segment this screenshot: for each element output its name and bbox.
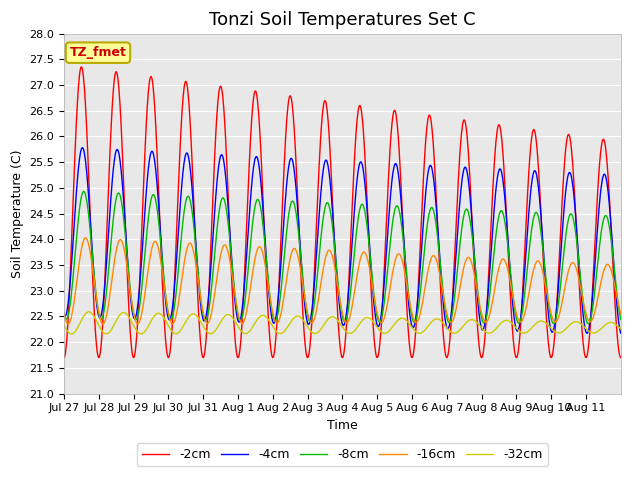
-2cm (122, 226, 129, 232)
-8cm (495, 213, 503, 219)
-32cm (122, 311, 130, 316)
Line: -2cm: -2cm (64, 67, 621, 358)
-8cm (399, 236, 407, 241)
-2cm (147, 73, 155, 79)
-4cm (554, 296, 561, 302)
-2cm (77, 64, 85, 70)
-16cm (400, 264, 408, 269)
Line: -32cm: -32cm (64, 312, 621, 334)
-4cm (399, 226, 407, 231)
-32cm (85, 309, 93, 315)
Text: TZ_fmet: TZ_fmet (70, 46, 127, 59)
Legend: -2cm, -4cm, -8cm, -16cm, -32cm: -2cm, -4cm, -8cm, -16cm, -32cm (137, 443, 548, 466)
-2cm (495, 122, 503, 128)
-4cm (60, 312, 68, 318)
-4cm (79, 145, 86, 151)
-8cm (554, 308, 561, 313)
-32cm (60, 322, 68, 328)
-8cm (617, 317, 625, 323)
-8cm (584, 321, 592, 327)
-4cm (583, 330, 591, 336)
-32cm (148, 317, 156, 323)
X-axis label: Time: Time (327, 419, 358, 432)
-2cm (617, 355, 625, 360)
-16cm (148, 247, 156, 252)
-4cm (553, 302, 561, 308)
-32cm (67, 331, 75, 337)
-16cm (60, 310, 68, 315)
-2cm (399, 228, 407, 233)
-16cm (617, 311, 625, 317)
-8cm (147, 197, 155, 203)
-32cm (495, 322, 503, 328)
-4cm (122, 224, 129, 230)
-32cm (554, 330, 561, 336)
-8cm (60, 311, 68, 316)
-2cm (553, 300, 561, 305)
-32cm (617, 326, 625, 332)
-16cm (122, 256, 130, 262)
-8cm (80, 189, 88, 194)
-4cm (495, 168, 503, 173)
Line: -4cm: -4cm (64, 148, 621, 333)
-8cm (122, 233, 129, 239)
-2cm (554, 291, 561, 297)
-16cm (495, 263, 503, 269)
-32cm (554, 330, 562, 336)
-16cm (554, 317, 561, 323)
-4cm (147, 149, 155, 155)
-8cm (553, 311, 561, 316)
Title: Tonzi Soil Temperatures Set C: Tonzi Soil Temperatures Set C (209, 11, 476, 29)
-16cm (554, 316, 562, 322)
Line: -16cm: -16cm (64, 238, 621, 324)
Line: -8cm: -8cm (64, 192, 621, 324)
-32cm (400, 316, 408, 322)
Y-axis label: Soil Temperature (C): Soil Temperature (C) (11, 149, 24, 278)
-16cm (65, 321, 72, 327)
-16cm (81, 235, 89, 241)
-4cm (617, 330, 625, 336)
-2cm (60, 355, 68, 360)
